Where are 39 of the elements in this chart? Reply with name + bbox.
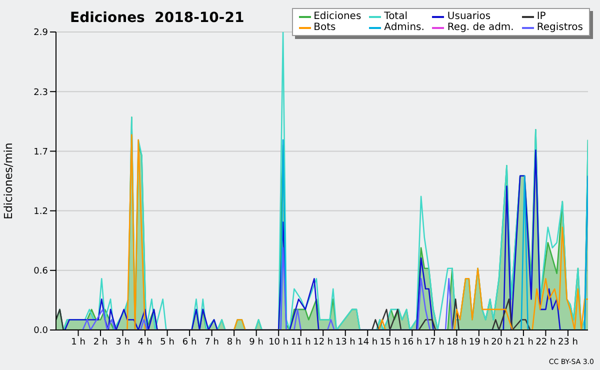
legend-label: Registros [536,22,583,33]
legend-label: IP [536,11,546,22]
x-tick-label: 3 h [116,337,130,348]
y-tick-label: 2.9 [34,28,48,38]
y-tick-label: 2.3 [34,88,48,98]
x-tick-label: 15 h [380,337,400,348]
x-tick-label: 6 h [182,337,197,348]
x-tick-label: 22 h [536,337,556,348]
y-tick-label: 1.7 [34,147,48,158]
y-axis-title: Ediciones/min [2,142,15,220]
x-tick-label: 14 h [358,337,378,348]
x-tick-label: 5 h [160,337,174,348]
x-tick-label: 23 h [558,337,578,348]
y-tick-label: 0.0 [34,326,48,336]
x-tick-label: 9 h [249,337,264,348]
legend-label: Admins. [384,22,424,33]
chart-title: Ediciones 2018-10-21 [70,10,244,26]
x-tick-label: 17 h [424,337,444,348]
legend-label: Total [384,11,408,22]
x-tick-label: 7 h [204,337,219,348]
y-tick-label: 0.6 [34,266,48,277]
x-tick-label: 13 h [335,337,356,348]
x-tick-label: 4 h [138,337,152,348]
x-tick-label: 16 h [402,337,422,348]
legend-label: Ediciones [314,11,362,22]
legend-label: Reg. de adm. [447,22,514,33]
x-tick-label: 12 h [313,337,334,348]
x-tick-label: 10 h [268,337,289,348]
x-tick-label: 21 h [513,337,534,348]
x-tick-label: 1 h [71,337,86,348]
x-tick-label: 18 h [446,337,467,348]
y-tick-label: 1.2 [34,206,48,217]
x-tick-label: 11 h [290,337,311,348]
legend-label: Bots [314,22,336,33]
x-tick-label: 20 h [491,337,512,348]
legend-label: Usuarios [447,11,491,22]
x-tick-label: 8 h [226,337,242,348]
x-tick-label: 19 h [468,337,489,348]
x-tick-label: 2 h [93,337,108,348]
